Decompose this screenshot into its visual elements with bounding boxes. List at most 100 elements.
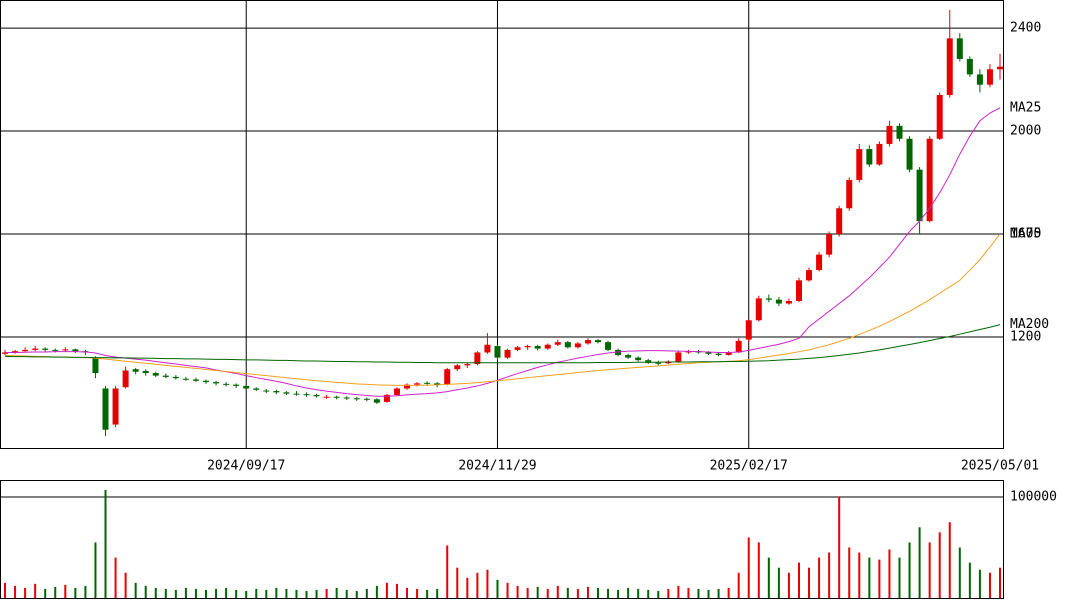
volume-bar	[245, 590, 248, 598]
candle-body	[404, 384, 411, 389]
candle-body	[896, 125, 903, 139]
candle-body	[52, 349, 59, 351]
y-tick-label: 2400	[1010, 21, 1041, 36]
candle-body	[735, 340, 742, 353]
candle-body	[62, 349, 69, 351]
volume-bar	[385, 582, 388, 598]
candle-body	[504, 349, 511, 358]
volume-bar	[194, 588, 197, 598]
volume-bar	[516, 585, 519, 598]
candle-body	[172, 376, 179, 379]
volume-bar	[737, 572, 740, 598]
y-tick-label: 1600	[1010, 227, 1041, 242]
volume-bar	[888, 549, 891, 598]
volume-bar	[858, 552, 861, 598]
candle-body	[816, 254, 823, 271]
volume-bar	[335, 587, 338, 598]
candle-body	[464, 364, 471, 366]
candle-body	[373, 399, 380, 403]
volume-bar	[607, 588, 610, 598]
candle-body	[383, 394, 390, 402]
volume-bar	[687, 587, 690, 598]
candle-body	[584, 340, 591, 344]
candle-body	[524, 346, 531, 348]
candle-body	[544, 344, 551, 349]
volume-bar	[406, 587, 409, 598]
candle-body	[635, 357, 642, 361]
volume-bar	[596, 587, 599, 598]
volume-bar	[14, 585, 17, 598]
candle-body	[916, 169, 923, 222]
volume-bar	[134, 582, 137, 598]
candle-body	[615, 349, 622, 356]
candle-body	[2, 352, 8, 354]
candle-body	[92, 357, 99, 374]
plot	[2, 10, 1003, 598]
volume-bar	[375, 585, 378, 598]
volume-bar	[426, 589, 429, 598]
volume-bar	[978, 569, 981, 598]
candle-body	[675, 352, 682, 362]
candle-body	[243, 385, 250, 389]
volume-bar	[184, 587, 187, 598]
volume-bar	[295, 589, 298, 598]
volume-bar	[818, 557, 821, 598]
volume-bar	[838, 496, 841, 598]
volume-bar	[44, 588, 47, 598]
candle-body	[32, 348, 39, 350]
volume-bar	[828, 552, 831, 598]
volume-bar	[476, 572, 479, 598]
candle-body	[494, 346, 501, 358]
volume-bar	[647, 589, 650, 598]
volume-bar	[667, 588, 670, 598]
candle-body	[826, 234, 833, 255]
candle-body	[846, 179, 853, 209]
volume-bar	[486, 569, 489, 598]
moving-average-line	[4, 233, 1001, 386]
candle-body	[755, 298, 762, 321]
volume-bar	[968, 562, 971, 598]
moving-average-line	[5, 107, 1001, 397]
candle-body	[625, 355, 632, 358]
candle-body	[273, 391, 280, 393]
volume-bar	[345, 589, 348, 598]
candle-body	[715, 353, 722, 356]
volume-bar	[205, 589, 208, 598]
candle-body	[353, 398, 360, 400]
candle-body	[263, 390, 270, 392]
x-tick-label: 2025/05/01	[961, 459, 1039, 474]
candle-body	[886, 125, 893, 144]
volume-bar	[466, 577, 469, 598]
volume-bar	[576, 588, 579, 598]
volume-bar	[848, 547, 851, 598]
candle-body	[655, 362, 662, 364]
moving-average-line	[4, 324, 1001, 364]
volume-bar	[4, 582, 6, 598]
volume-bar	[94, 542, 97, 598]
x-tick-label: 2024/11/29	[458, 459, 536, 474]
candle-body	[594, 340, 601, 343]
volume-bar	[355, 590, 358, 598]
candle-body	[725, 352, 732, 356]
volume-bar	[617, 589, 620, 598]
candle-body	[876, 143, 883, 165]
candle-body	[906, 138, 913, 170]
volume-bar	[878, 559, 881, 598]
candle-body	[152, 373, 159, 376]
candle-body	[976, 74, 983, 85]
volume-bar	[24, 587, 27, 598]
volume-bar	[908, 542, 911, 598]
candle-body	[192, 379, 199, 381]
volume-bar	[305, 590, 308, 598]
volume-bar	[526, 587, 529, 598]
volume-bar	[285, 588, 288, 598]
volume-bar	[727, 587, 730, 598]
candle-body	[745, 320, 752, 340]
volume-bar	[948, 522, 951, 598]
candle-body	[112, 388, 119, 425]
volume-bar	[124, 572, 127, 598]
x-tick-label: 2025/02/17	[710, 459, 788, 474]
volume-bar	[365, 588, 368, 598]
candle-body	[22, 349, 29, 352]
volume-bar	[84, 585, 87, 598]
